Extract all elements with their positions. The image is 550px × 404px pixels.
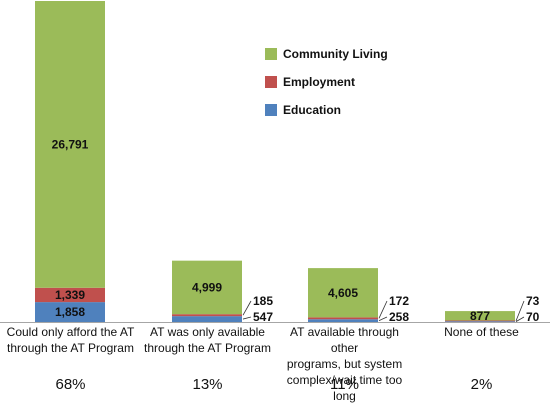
- legend-item-community-living: Community Living: [265, 40, 388, 68]
- leader-line: [242, 300, 252, 316]
- bar-segment-community-living: [308, 268, 378, 318]
- value-label: 1,858: [55, 305, 85, 319]
- bar-segment-education: [35, 302, 105, 322]
- bar-segment-employment: [172, 314, 242, 317]
- value-label: 26,791: [52, 137, 89, 151]
- percentage-label: 11%: [330, 376, 359, 393]
- bar-segment-employment: [308, 317, 378, 320]
- value-label: 185: [253, 294, 273, 308]
- percentage-label: 2%: [470, 376, 493, 393]
- value-label: 73: [526, 294, 540, 308]
- value-label: 70: [526, 310, 540, 324]
- leader-line: [242, 316, 252, 320]
- legend-swatch-community-living: [265, 48, 277, 60]
- bar-segment-employment: [35, 287, 105, 303]
- value-label: 172: [389, 294, 409, 308]
- leader-line: [515, 316, 525, 322]
- legend-item-education: Education: [265, 96, 388, 124]
- legend-swatch-employment: [265, 76, 277, 88]
- category-label: AT was only available through the AT Pro…: [144, 325, 271, 355]
- legend: Community Living Employment Education: [265, 40, 388, 124]
- bar-segment-education: [445, 321, 515, 322]
- bar-segment-community-living: [172, 260, 242, 315]
- category-label: AT available through other programs, but…: [286, 325, 403, 403]
- value-label: 1,339: [55, 288, 85, 302]
- value-label: 547: [253, 310, 273, 324]
- value-label: 4,605: [328, 286, 358, 300]
- legend-label: Education: [283, 103, 342, 117]
- bar-segment-education: [308, 319, 378, 322]
- legend-label: Community Living: [283, 47, 388, 61]
- leader-line: [378, 316, 388, 321]
- bar-segment-education: [172, 316, 242, 322]
- bars-group: [35, 1, 515, 322]
- bar-segment-community-living: [35, 1, 105, 288]
- legend-swatch-education: [265, 104, 277, 116]
- value-label: 258: [389, 310, 409, 324]
- bar-segment-community-living: [445, 311, 515, 321]
- value-label: 877: [470, 309, 490, 323]
- category-label: None of these: [444, 325, 519, 339]
- bar-segment-employment: [445, 320, 515, 322]
- percentage-label: 68%: [55, 376, 86, 393]
- percentage-label: 13%: [192, 376, 223, 393]
- category-label: Could only afford the AT through the AT …: [6, 325, 135, 355]
- value-labels-group: 1,858 1,339 26,791 4,999 185 547 4,605 172 258 87…: [52, 137, 540, 324]
- leader-line: [515, 300, 525, 322]
- value-label: 4,999: [192, 280, 222, 294]
- legend-item-employment: Employment: [265, 68, 388, 96]
- legend-label: Employment: [283, 75, 356, 89]
- leader-line: [378, 300, 388, 319]
